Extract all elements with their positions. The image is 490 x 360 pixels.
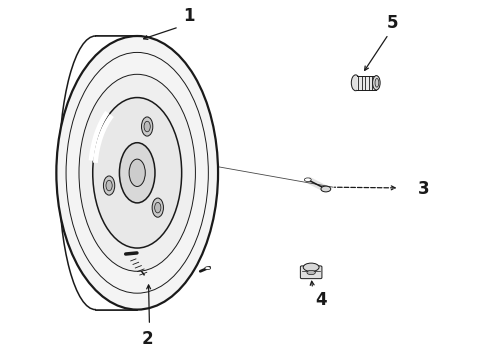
Ellipse shape bbox=[103, 176, 115, 195]
Ellipse shape bbox=[372, 76, 380, 90]
Text: 2: 2 bbox=[141, 330, 153, 348]
Text: 4: 4 bbox=[315, 291, 327, 309]
Ellipse shape bbox=[93, 98, 182, 248]
Ellipse shape bbox=[106, 180, 112, 191]
Ellipse shape bbox=[205, 267, 211, 270]
Ellipse shape bbox=[375, 78, 379, 87]
Ellipse shape bbox=[351, 75, 360, 91]
FancyBboxPatch shape bbox=[300, 266, 322, 279]
Text: 3: 3 bbox=[418, 180, 430, 198]
Ellipse shape bbox=[56, 36, 218, 310]
Ellipse shape bbox=[307, 270, 316, 275]
Ellipse shape bbox=[304, 178, 311, 181]
Bar bbox=[357, 76, 376, 90]
Ellipse shape bbox=[321, 186, 331, 192]
Ellipse shape bbox=[129, 159, 146, 186]
Ellipse shape bbox=[120, 143, 155, 203]
Ellipse shape bbox=[144, 121, 150, 132]
Ellipse shape bbox=[155, 202, 161, 213]
Polygon shape bbox=[96, 36, 137, 310]
Ellipse shape bbox=[303, 263, 319, 271]
Ellipse shape bbox=[142, 117, 153, 136]
Ellipse shape bbox=[79, 74, 196, 271]
Text: 1: 1 bbox=[183, 7, 195, 25]
Text: 5: 5 bbox=[386, 14, 398, 32]
Ellipse shape bbox=[152, 198, 164, 217]
